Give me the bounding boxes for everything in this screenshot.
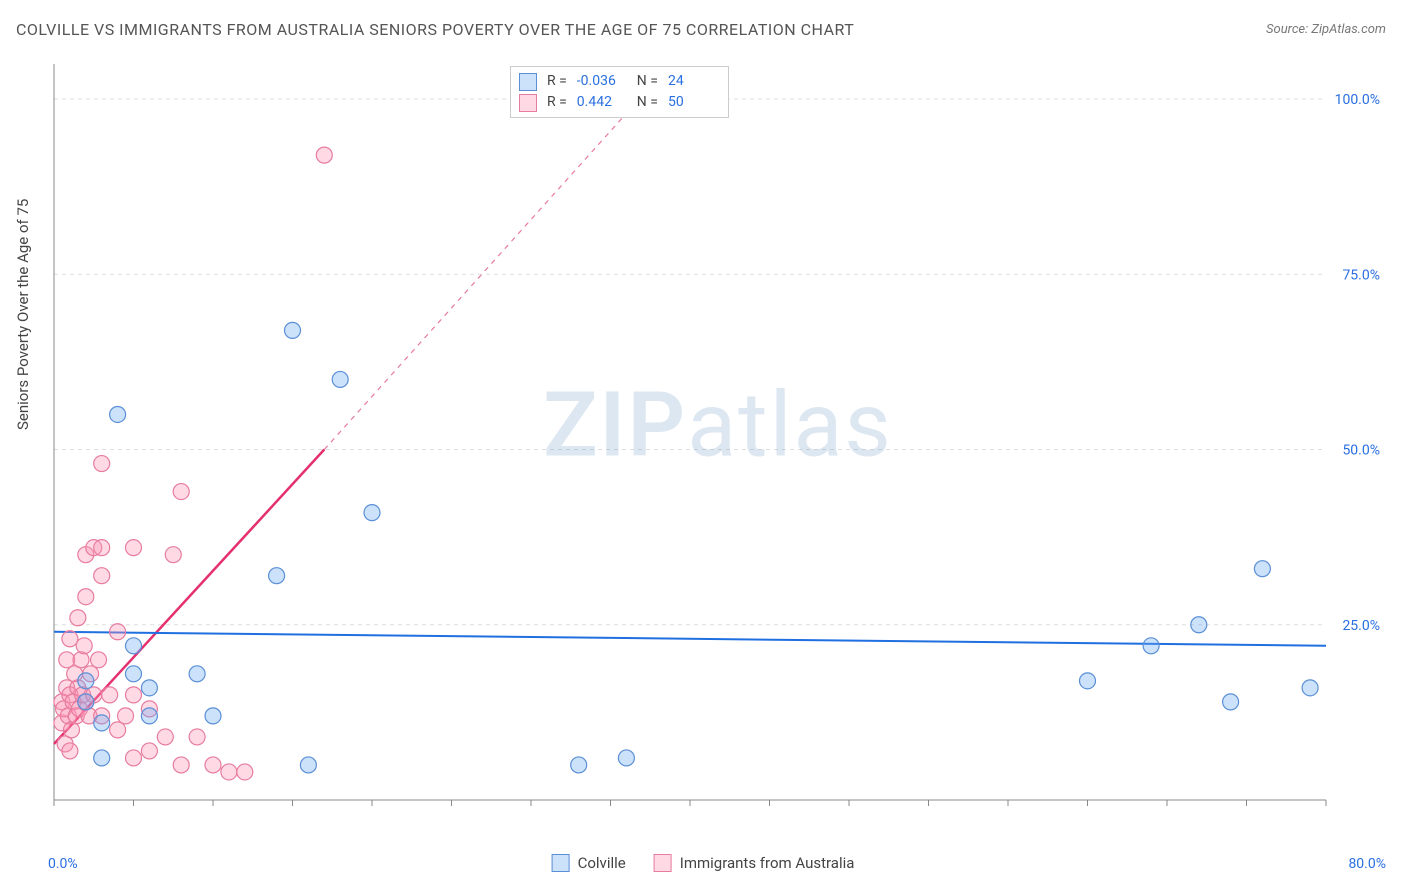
stats-legend: R = -0.036 N = 24 R = 0.442 N = 50 [510, 66, 729, 118]
stats-row-immigrants: R = 0.442 N = 50 [519, 92, 718, 113]
legend-item-colville: Colville [552, 854, 626, 872]
stat-r-colville: -0.036 [577, 71, 627, 92]
legend-item-immigrants: Immigrants from Australia [654, 854, 855, 872]
y-axis-label: Seniors Poverty Over the Age of 75 [14, 199, 32, 430]
plot-area: 25.0%50.0%75.0%100.0% ZIPatlas [50, 60, 1386, 820]
svg-text:75.0%: 75.0% [1342, 267, 1380, 283]
stat-n-label: N = [637, 71, 658, 92]
stat-n-colville: 24 [668, 71, 718, 92]
stat-r-label: R = [547, 71, 567, 92]
swatch-immigrants-icon [519, 94, 537, 112]
chart-container: COLVILLE VS IMMIGRANTS FROM AUSTRALIA SE… [0, 0, 1406, 892]
stat-r-immigrants: 0.442 [577, 92, 627, 113]
stat-n-label2: N = [637, 92, 658, 113]
stats-row-colville: R = -0.036 N = 24 [519, 71, 718, 92]
swatch-colville-icon [519, 73, 537, 91]
stat-r-label2: R = [547, 92, 567, 113]
x-tick-start: 0.0% [48, 856, 78, 872]
svg-text:25.0%: 25.0% [1342, 618, 1380, 634]
swatch-immigrants-icon-2 [654, 854, 672, 872]
legend-label-colville: Colville [578, 854, 626, 872]
stat-n-immigrants: 50 [668, 92, 718, 113]
scatter-plot: 25.0% 50.0% 75.0% 100.0% [50, 60, 1386, 820]
swatch-colville-icon-2 [552, 854, 570, 872]
svg-text:50.0%: 50.0% [1342, 443, 1380, 459]
chart-source: Source: ZipAtlas.com [1266, 22, 1386, 37]
bottom-legend: Colville Immigrants from Australia [552, 854, 855, 872]
chart-title: COLVILLE VS IMMIGRANTS FROM AUSTRALIA SE… [16, 20, 854, 39]
legend-label-immigrants: Immigrants from Australia [680, 854, 855, 872]
x-tick-end: 80.0% [1348, 856, 1386, 872]
svg-text:100.0%: 100.0% [1335, 92, 1380, 108]
